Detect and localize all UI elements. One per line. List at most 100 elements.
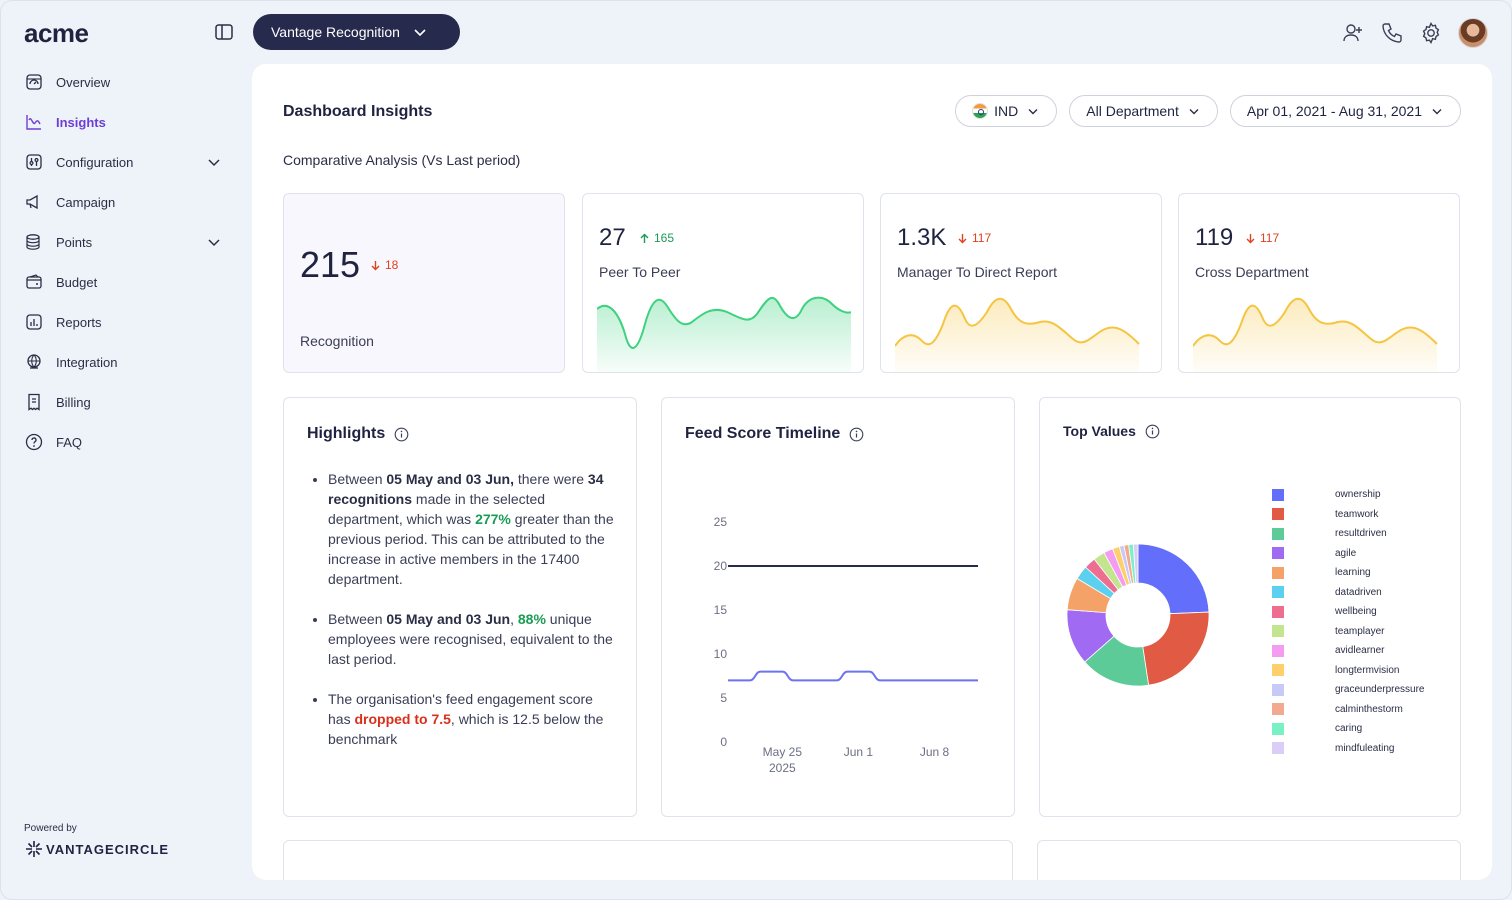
faq-icon <box>24 432 44 452</box>
stat-delta: 117 <box>957 231 991 245</box>
legend-item[interactable]: avidlearner <box>1272 641 1425 661</box>
date-range-value: Apr 01, 2021 - Aug 31, 2021 <box>1246 103 1422 119</box>
campaign-icon <box>24 192 44 212</box>
legend-label: resultdriven <box>1335 528 1387 540</box>
legend-item[interactable]: ownership <box>1272 485 1425 505</box>
legend-label: caring <box>1335 723 1363 735</box>
phone-icon[interactable] <box>1380 21 1404 45</box>
x-tick-label: Jun 1 <box>844 745 874 759</box>
stat-label: Recognition <box>300 333 374 349</box>
lower-card-left <box>283 840 1013 880</box>
legend-item[interactable]: datadriven <box>1272 583 1425 603</box>
sidebar-item-budget[interactable]: Budget <box>22 262 222 302</box>
legend-label: longtermvision <box>1335 664 1400 676</box>
page-title: Dashboard Insights <box>283 103 433 120</box>
arrow-down-icon <box>958 233 967 243</box>
info-icon[interactable] <box>394 427 409 442</box>
donut-slice-teamwork[interactable] <box>1142 611 1210 686</box>
stat-value: 27 <box>599 224 626 251</box>
overview-icon <box>24 72 44 92</box>
sidebar-item-faq[interactable]: FAQ <box>22 422 222 462</box>
legend-swatch <box>1272 722 1284 735</box>
legend-item[interactable]: longtermvision <box>1272 661 1425 681</box>
sidebar-item-insights[interactable]: Insights <box>22 102 222 142</box>
stat-label: Cross Department <box>1195 264 1309 280</box>
legend-item[interactable]: graceunderpressure <box>1272 680 1425 700</box>
y-tick-label: 15 <box>714 603 728 617</box>
chevron-down-icon[interactable] <box>206 234 222 250</box>
sidebar-item-label: Budget <box>56 274 98 290</box>
legend-label: mindfuleating <box>1335 742 1395 754</box>
sidebar-item-overview[interactable]: Overview <box>22 62 222 102</box>
sidebar-item-billing[interactable]: Billing <box>22 382 222 422</box>
sidebar-item-label: Points <box>56 234 93 250</box>
donut-slice-mindfuleating[interactable] <box>1132 543 1139 584</box>
user-avatar[interactable] <box>1458 18 1488 48</box>
sidebar-item-reports[interactable]: Reports <box>22 302 222 342</box>
legend-item[interactable]: teamplayer <box>1272 622 1425 642</box>
sidebar-item-label: Campaign <box>56 194 116 210</box>
powered-by-label: Powered by <box>24 823 77 834</box>
sidebar-item-label: Reports <box>56 314 102 330</box>
legend-item[interactable]: resultdriven <box>1272 524 1425 544</box>
highlights-card: Highlights Between 05 May and 03 Jun, th… <box>283 397 637 817</box>
info-icon[interactable] <box>849 427 864 442</box>
stat-delta-value: 165 <box>654 231 675 245</box>
stat-card-manager-to-direct-report[interactable]: 1.3K 117 Manager To Direct Report <box>880 193 1162 373</box>
legend-item[interactable]: calminthestorm <box>1272 700 1425 720</box>
legend-swatch <box>1272 742 1284 755</box>
stat-value: 1.3K <box>897 224 947 251</box>
legend-swatch <box>1272 605 1284 618</box>
stat-card-cross-department[interactable]: 119 117 Cross Department <box>1178 193 1460 373</box>
legend-item[interactable]: agile <box>1272 544 1425 564</box>
stat-delta: 117 <box>1245 231 1279 245</box>
acme-logo: acme <box>24 18 89 48</box>
top-values-title: Top Values <box>1063 423 1160 439</box>
app-switcher-button[interactable]: Vantage Recognition <box>253 14 460 50</box>
y-tick-label: 10 <box>714 647 728 661</box>
legend-label: ownership <box>1335 489 1381 501</box>
top-values-title-text: Top Values <box>1063 423 1136 439</box>
stat-card-recognition[interactable]: 215 18 Recognition <box>283 193 565 373</box>
legend-label: wellbeing <box>1335 606 1377 618</box>
filter-bar: IND All Department Apr 01, 2021 - Aug 31… <box>943 95 1461 127</box>
stat-label: Manager To Direct Report <box>897 264 1058 280</box>
country-filter-value: IND <box>994 103 1019 119</box>
legend-item[interactable]: learning <box>1272 563 1425 583</box>
legend-swatch <box>1272 547 1284 560</box>
app-switcher-label: Vantage Recognition <box>271 24 400 40</box>
stat-delta: 18 <box>370 258 398 272</box>
sidebar-toggle-icon[interactable] <box>213 21 235 43</box>
vantagecircle-mark-icon <box>26 841 42 857</box>
highlights-title: Highlights <box>307 425 409 443</box>
vantagecircle-wordmark: VANTAGECIRCLE <box>46 841 170 857</box>
feed-score-timeline-card: Feed Score Timeline 0 5 10 15 20 25 May 25 2025… <box>661 397 1015 817</box>
sidebar-nav: Overview Insights Configuration Campaign Poi… <box>22 62 222 462</box>
chevron-down-icon[interactable] <box>206 154 222 170</box>
add-user-icon[interactable] <box>1341 21 1365 45</box>
info-icon[interactable] <box>1145 424 1160 439</box>
country-filter[interactable]: IND <box>955 95 1058 127</box>
department-filter-value: All Department <box>1086 103 1179 119</box>
sidebar-item-configuration[interactable]: Configuration <box>22 142 222 182</box>
sidebar-item-points[interactable]: Points <box>22 222 222 262</box>
donut-slice-ownership[interactable] <box>1137 543 1210 615</box>
stat-delta-value: 117 <box>1260 231 1280 245</box>
legend-label: teamwork <box>1335 508 1379 520</box>
legend-item[interactable]: teamwork <box>1272 505 1425 525</box>
lower-card-right <box>1037 840 1461 880</box>
arrow-up-icon <box>640 233 649 243</box>
legend-item[interactable]: mindfuleating <box>1272 739 1425 759</box>
legend-item[interactable]: wellbeing <box>1272 602 1425 622</box>
configuration-icon <box>24 152 44 172</box>
date-range-filter[interactable]: Apr 01, 2021 - Aug 31, 2021 <box>1229 95 1461 127</box>
stat-card-peer-to-peer[interactable]: 27 165 Peer To Peer <box>582 193 864 373</box>
y-tick-label: 5 <box>720 691 727 705</box>
gear-icon[interactable] <box>1419 21 1443 45</box>
sidebar-item-campaign[interactable]: Campaign <box>22 182 222 222</box>
highlights-title-text: Highlights <box>307 425 386 442</box>
department-filter[interactable]: All Department <box>1069 95 1218 127</box>
comparative-analysis-label: Comparative Analysis (Vs Last period) <box>283 152 521 168</box>
sidebar-item-integration[interactable]: Integration <box>22 342 222 382</box>
legend-item[interactable]: caring <box>1272 719 1425 739</box>
